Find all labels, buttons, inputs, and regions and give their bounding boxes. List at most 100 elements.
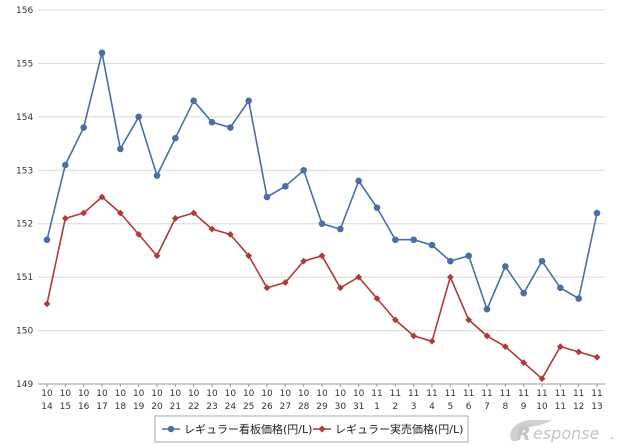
data-point — [373, 295, 381, 302]
legend-label-signboard: レギュラー看板価格(円/L) — [184, 422, 312, 436]
data-point — [483, 305, 491, 313]
data-point — [245, 252, 253, 260]
y-tick-label: 150 — [16, 327, 33, 337]
x-tick-label-month: 10 — [151, 389, 163, 399]
data-point — [190, 209, 198, 217]
x-tick-label-day: 18 — [115, 402, 127, 412]
data-point — [557, 284, 564, 292]
data-point — [245, 97, 252, 105]
x-tick-label-day: 26 — [261, 402, 273, 412]
x-tick-label-month: 10 — [206, 389, 218, 399]
x-tick-label-month: 11 — [408, 389, 419, 399]
data-point — [337, 225, 344, 233]
x-tick-label-day: 6 — [466, 402, 472, 412]
x-tick-label-day: 5 — [447, 402, 453, 412]
data-point — [43, 236, 51, 244]
series-line-0 — [46, 51, 598, 311]
x-tick-label-month: 10 — [188, 389, 200, 399]
legend-marker-diamond — [318, 425, 326, 433]
data-point — [483, 332, 491, 340]
x-tick-label-month: 11 — [371, 389, 382, 399]
data-point — [226, 231, 234, 238]
series-group — [43, 49, 601, 383]
x-tick-label-month: 10 — [225, 389, 237, 399]
data-point — [153, 172, 161, 179]
data-point — [190, 97, 197, 105]
x-tick-label-day: 15 — [60, 402, 71, 412]
x-tick-label-day: 17 — [96, 402, 107, 412]
data-point — [282, 183, 289, 190]
data-point — [208, 225, 216, 233]
legend-item-actual: レギュラー実売価格(円/L) — [313, 422, 463, 436]
x-tick-label-month: 10 — [170, 389, 182, 399]
x-tick-label-month: 10 — [335, 389, 347, 399]
data-point — [117, 145, 124, 153]
y-tick-label: 152 — [16, 220, 33, 230]
data-point — [593, 353, 601, 361]
x-tick-label-day: 14 — [41, 402, 53, 412]
x-tick-label-day: 22 — [188, 402, 199, 412]
data-point — [43, 300, 51, 308]
x-tick-label-day: 30 — [335, 402, 347, 412]
x-tick-label-day: 27 — [280, 402, 291, 412]
data-point — [520, 289, 527, 297]
x-tick-label-day: 11 — [555, 402, 566, 412]
data-point — [62, 161, 69, 169]
data-point — [227, 124, 234, 131]
watermark-text: esponse — [533, 424, 600, 443]
x-tick-label-month: 10 — [261, 389, 273, 399]
x-tick-label-month: 11 — [573, 389, 584, 399]
x-tick-label-month: 11 — [481, 389, 492, 399]
data-point — [135, 113, 142, 121]
data-point — [318, 252, 326, 260]
data-point — [392, 236, 399, 244]
data-point — [538, 375, 546, 383]
y-tick-label: 149 — [16, 380, 33, 390]
x-tick-label-day: 10 — [536, 402, 548, 412]
x-tick-label-day: 24 — [225, 402, 237, 412]
data-point — [575, 295, 582, 302]
watermark-suffix: . — [610, 424, 615, 443]
data-point — [61, 214, 69, 222]
x-tick-label-day: 31 — [353, 402, 364, 412]
x-tick-label-day: 29 — [316, 402, 328, 412]
x-tick-label-month: 11 — [536, 389, 547, 399]
data-point — [98, 49, 106, 57]
data-point — [281, 279, 289, 286]
data-point — [428, 241, 436, 249]
x-tick-label-month: 10 — [133, 389, 145, 399]
r-swoosh-logo: R — [510, 420, 552, 445]
data-point — [465, 316, 473, 324]
data-point — [355, 273, 363, 281]
data-point — [172, 134, 179, 142]
legend: レギュラー看板価格(円/L) レギュラー実売価格(円/L) — [154, 415, 469, 443]
x-tick-label-month: 10 — [298, 389, 310, 399]
data-point — [410, 332, 418, 340]
x-tick-label-day: 4 — [429, 402, 435, 412]
x-tick-label-month: 11 — [500, 389, 511, 399]
data-point — [153, 252, 161, 260]
data-point — [116, 209, 124, 217]
data-point — [80, 124, 87, 131]
x-tick-label-month: 10 — [316, 389, 328, 399]
data-point — [80, 209, 88, 217]
x-tick-label-day: 13 — [591, 402, 602, 412]
data-point — [501, 343, 509, 350]
x-tick-label-month: 11 — [445, 389, 456, 399]
data-point — [447, 257, 454, 265]
legend-box — [154, 415, 469, 443]
data-point — [593, 209, 601, 217]
x-tick-label-month: 10 — [78, 389, 90, 399]
x-tick-label-day: 16 — [78, 402, 90, 412]
data-point — [208, 118, 216, 126]
y-tick-label: 155 — [16, 59, 33, 69]
data-point — [446, 273, 454, 281]
data-point — [318, 220, 326, 228]
data-point — [465, 252, 472, 260]
x-tick-label-day: 1 — [374, 402, 380, 412]
legend-item-signboard: レギュラー看板価格(円/L) — [162, 422, 312, 436]
data-point — [263, 193, 271, 201]
data-point — [556, 343, 564, 350]
x-axis-ticks: 1014101510161017101810191020102110221023… — [41, 384, 603, 412]
gridlines — [38, 9, 605, 385]
